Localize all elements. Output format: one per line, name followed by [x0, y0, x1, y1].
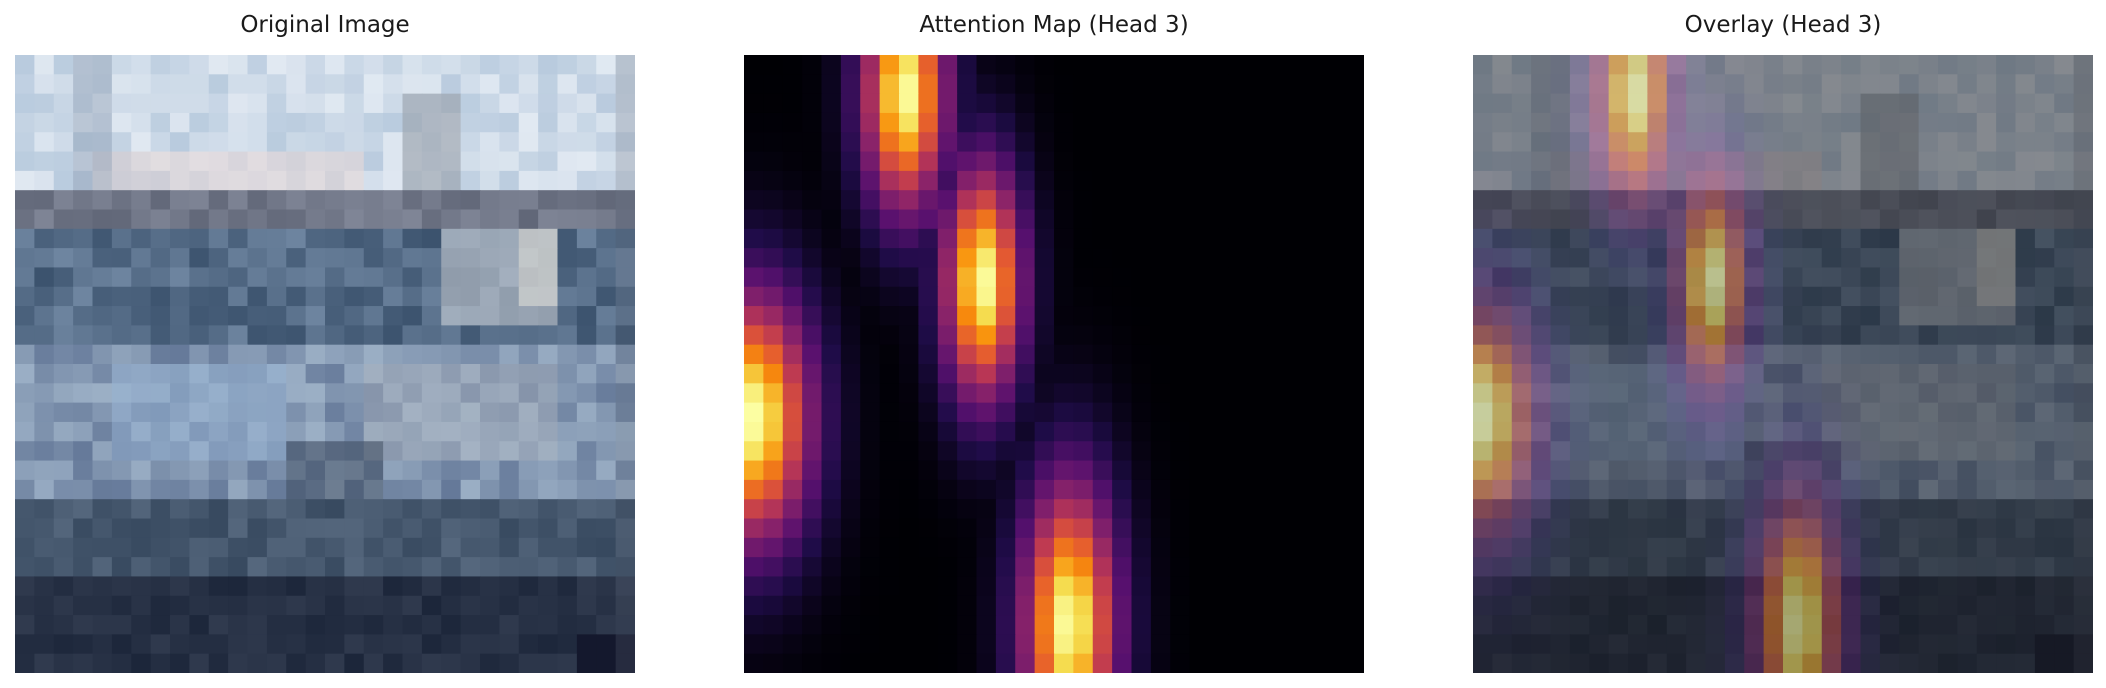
attention-heatmap [744, 55, 1364, 673]
panel-title-attention: Attention Map (Head 3) [919, 12, 1189, 38]
panel-attention-map: Attention Map (Head 3) [744, 0, 1364, 688]
panel-overlay: Overlay (Head 3) [1473, 0, 2093, 688]
overlay-image-canvas [1473, 55, 2093, 673]
original-image [15, 55, 635, 673]
panel-original-image: Original Image [15, 0, 635, 688]
panel-title-original: Original Image [240, 12, 410, 38]
attention-heatmap-canvas [744, 55, 1364, 673]
original-image-canvas [15, 55, 635, 673]
overlay-image [1473, 55, 2093, 673]
panel-title-overlay: Overlay (Head 3) [1684, 12, 1882, 38]
